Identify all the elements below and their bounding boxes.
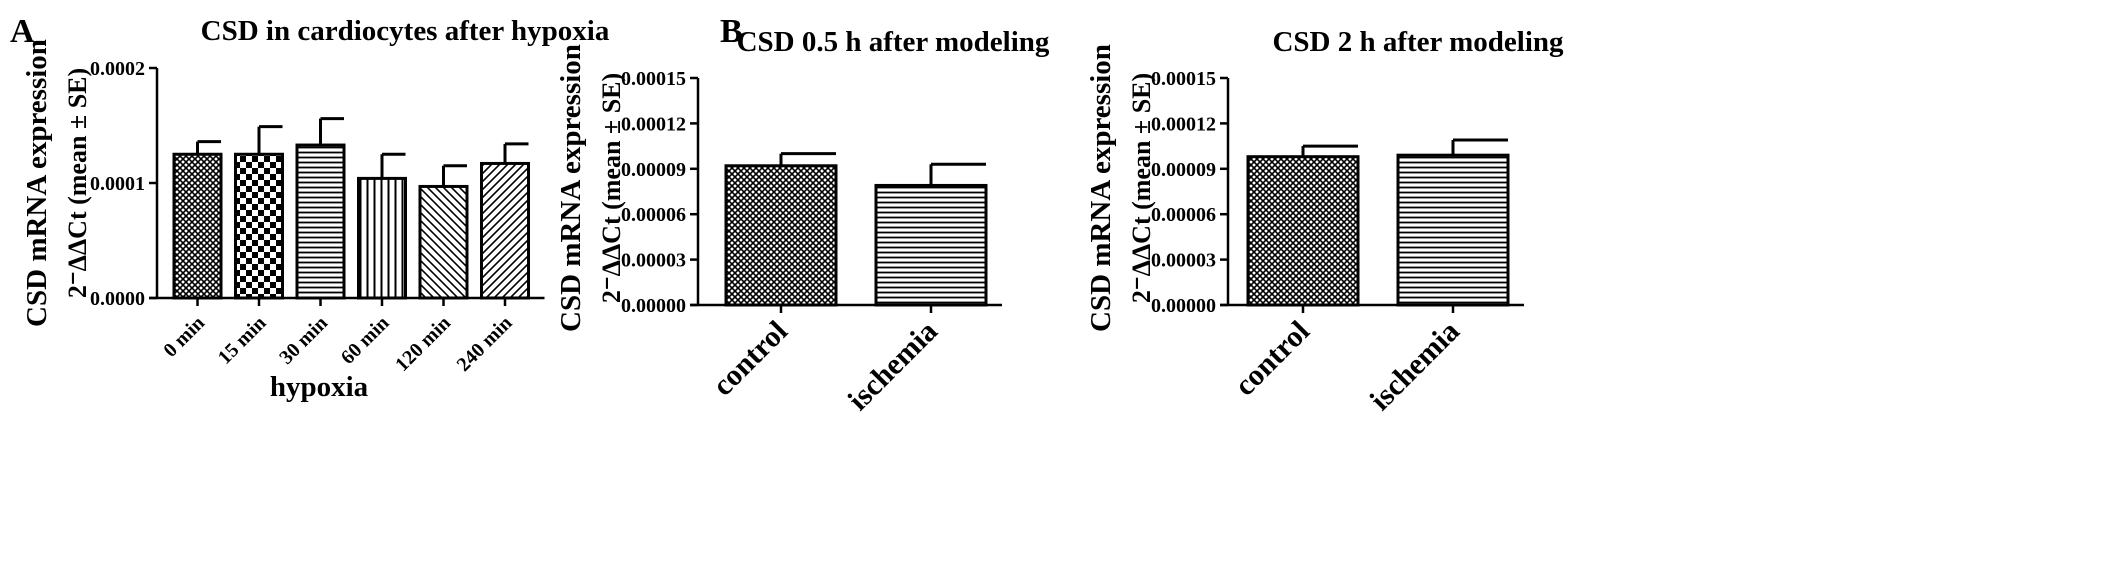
y-tick-label: 0.0002 [90, 58, 145, 80]
y-axis-label: CSD mRNA expression [1085, 44, 1117, 332]
bar [1396, 153, 1510, 307]
bar [480, 161, 530, 300]
x-axis-label: hypoxia [270, 371, 369, 403]
y-axis-sublabel: 2⁻ΔΔCt (mean ± SE) [63, 68, 92, 298]
y-tick-label: 0.00006 [1151, 204, 1216, 226]
bar [357, 176, 407, 300]
x-tick-label: 15 min [214, 312, 271, 369]
chart-title: CSD 2 h after modeling [1272, 26, 1564, 58]
y-axis-label: CSD mRNA expression [555, 44, 587, 332]
x-tick-label: 240 min [453, 312, 517, 376]
chart-title: CSD in cardiocytes after hypoxia [201, 15, 610, 47]
y-tick-label: 0.00003 [621, 250, 686, 272]
y-axis-sublabel: 2⁻ΔΔCt (mean ± SE) [1127, 73, 1156, 303]
x-tick-label: 0 min [159, 312, 209, 362]
x-tick-label: 120 min [391, 312, 455, 376]
y-tick-label: 0.0001 [90, 173, 145, 195]
bar [172, 152, 223, 300]
x-tick-label: 30 min [275, 312, 332, 369]
y-tick-label: 0.00000 [1151, 295, 1216, 317]
bar [874, 183, 988, 307]
y-tick-label: 0.00009 [621, 159, 686, 181]
bar [295, 143, 346, 300]
y-tick-label: 0.00009 [1151, 159, 1216, 181]
y-axis-label: CSD mRNA expression [21, 39, 53, 327]
x-tick-label: ischemia [1364, 315, 1466, 417]
y-tick-label: 0.00015 [621, 68, 686, 90]
chart-panel-b-2h: CSD 2 h after modeling CSD mRNA expressio… [1085, 26, 1564, 417]
y-tick-label: 0.00006 [621, 204, 686, 226]
chart-panel-b-0.5h: CSD 0.5 h after modeling CSD mRNA express… [555, 26, 1050, 417]
y-tick-label: 0.00000 [621, 295, 686, 317]
bar [234, 152, 284, 300]
x-tick-label: control [706, 315, 794, 403]
y-tick-label: 0.00012 [621, 113, 686, 135]
y-tick-label: 0.00012 [1151, 113, 1216, 135]
panel-label-b: B [720, 13, 743, 50]
bar [724, 164, 838, 307]
y-tick-label: 0.00003 [1151, 250, 1216, 272]
chart-title: CSD 0.5 h after modeling [737, 26, 1050, 58]
bar [1246, 155, 1360, 307]
y-axis-sublabel: 2⁻ΔΔCt (mean ± SE) [597, 73, 626, 303]
panel-label-a: A [10, 13, 35, 50]
x-tick-label: control [1228, 315, 1316, 403]
y-tick-label: 0.00015 [1151, 68, 1216, 90]
x-tick-label: 60 min [337, 312, 394, 369]
bar [418, 184, 469, 300]
x-tick-label: ischemia [842, 315, 944, 417]
y-tick-label: 0.0000 [90, 288, 145, 310]
